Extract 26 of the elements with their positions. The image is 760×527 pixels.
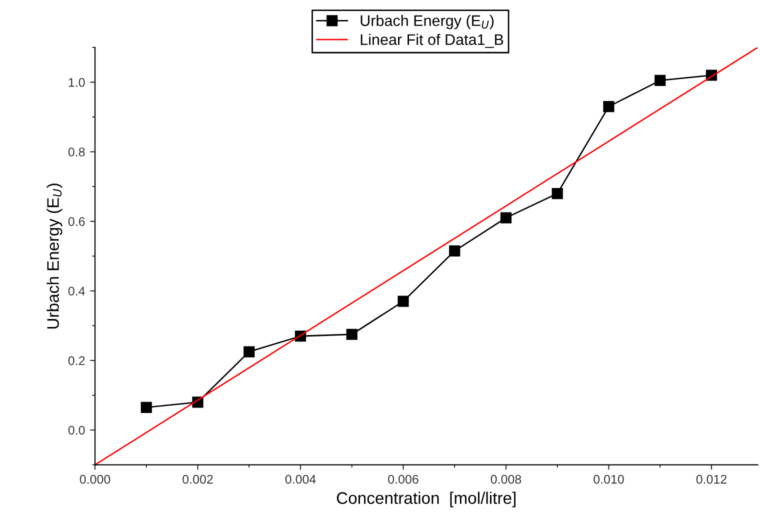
point	[500, 212, 512, 224]
x-tick-label: 0.002	[182, 474, 213, 484]
point	[603, 101, 614, 112]
legend-label: Linear Fit of Data1_B	[360, 34, 504, 48]
y-axis-title: Urbach Energy (E$_{U}$)	[46, 184, 62, 328]
point	[346, 328, 358, 340]
legend-label: Urbach Energy (E$_{U}$)	[360, 14, 494, 30]
point	[140, 402, 152, 413]
x-tick-label: 0.012	[696, 474, 726, 484]
y-tick-label: 1.0	[68, 78, 85, 87]
point	[654, 74, 666, 86]
y-tick-label: 0.0	[68, 426, 85, 435]
x-tick-label: 0.000	[80, 474, 110, 484]
point	[552, 188, 563, 200]
point	[244, 346, 255, 358]
point	[449, 245, 460, 256]
point	[398, 296, 409, 307]
x-tick-label: 0.010	[594, 474, 624, 484]
y-tick-label: 0.4	[68, 286, 85, 296]
x-tick-label: 0.008	[490, 474, 522, 484]
x-tick-label: 0.006	[388, 474, 418, 484]
x-tick-label: 0.004	[285, 474, 316, 484]
x-axis-title: Concentration [mol/litre]	[336, 492, 516, 508]
y-tick-label: 0.6	[68, 217, 85, 226]
y-tick-label: 0.8	[68, 148, 85, 156]
y-tick-label: 0.2	[68, 356, 85, 366]
